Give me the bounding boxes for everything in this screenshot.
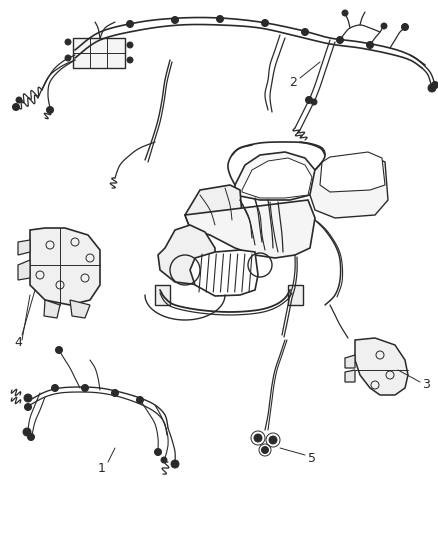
Circle shape <box>24 394 32 402</box>
Circle shape <box>13 103 20 110</box>
Circle shape <box>261 20 268 27</box>
Text: 3: 3 <box>422 378 430 392</box>
Polygon shape <box>190 250 258 296</box>
Circle shape <box>112 390 119 397</box>
Circle shape <box>81 384 88 392</box>
Circle shape <box>311 99 317 105</box>
Bar <box>73 38 125 68</box>
Polygon shape <box>158 225 215 285</box>
Polygon shape <box>242 158 312 198</box>
Circle shape <box>336 36 343 44</box>
Circle shape <box>65 55 71 61</box>
Circle shape <box>269 436 277 444</box>
Text: 4: 4 <box>14 335 22 349</box>
Circle shape <box>155 448 162 456</box>
Polygon shape <box>18 260 30 280</box>
Circle shape <box>28 433 35 440</box>
Circle shape <box>65 39 71 45</box>
Circle shape <box>171 460 179 468</box>
Polygon shape <box>70 300 90 318</box>
Circle shape <box>23 428 31 436</box>
Circle shape <box>52 384 59 392</box>
Polygon shape <box>310 155 388 218</box>
Circle shape <box>46 107 53 114</box>
Polygon shape <box>18 240 30 255</box>
Circle shape <box>402 23 409 30</box>
Polygon shape <box>355 338 408 395</box>
Circle shape <box>305 96 312 103</box>
Circle shape <box>127 42 133 48</box>
Text: 2: 2 <box>289 76 297 88</box>
Circle shape <box>342 10 348 16</box>
Circle shape <box>25 403 32 410</box>
Polygon shape <box>185 200 315 258</box>
Circle shape <box>301 28 308 36</box>
Polygon shape <box>30 228 100 305</box>
Text: 1: 1 <box>98 462 106 474</box>
Circle shape <box>161 457 167 463</box>
Bar <box>155 285 170 305</box>
Circle shape <box>428 84 436 92</box>
Circle shape <box>172 17 179 23</box>
Polygon shape <box>345 355 355 368</box>
Text: 5: 5 <box>308 451 316 464</box>
Polygon shape <box>185 185 242 235</box>
Circle shape <box>431 82 438 88</box>
Circle shape <box>127 57 133 63</box>
Polygon shape <box>235 152 315 200</box>
Circle shape <box>381 23 387 29</box>
Polygon shape <box>345 370 355 382</box>
Circle shape <box>261 447 268 454</box>
Polygon shape <box>320 152 385 192</box>
Circle shape <box>254 434 262 442</box>
Circle shape <box>137 397 144 403</box>
Circle shape <box>367 42 374 49</box>
Polygon shape <box>44 300 60 318</box>
Circle shape <box>127 20 134 28</box>
Circle shape <box>16 97 22 103</box>
Bar <box>288 285 303 305</box>
Circle shape <box>216 15 223 22</box>
Circle shape <box>56 346 63 353</box>
